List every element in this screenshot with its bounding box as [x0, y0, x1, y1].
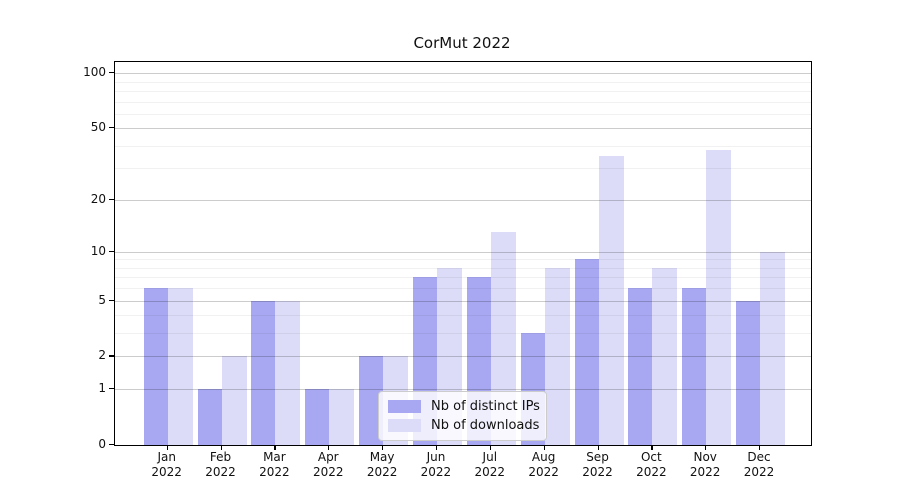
bar-downloads-jan	[167, 288, 193, 445]
x-tick-mark-aug	[543, 445, 545, 450]
y-tick-mark-50	[109, 127, 114, 129]
x-tick-label-dec: Dec 2022	[743, 450, 775, 479]
legend-item-downloads: Nb of downloads	[379, 418, 546, 433]
x-tick-mark-may	[382, 445, 384, 450]
x-tick-label-apr: Apr 2022	[312, 450, 344, 479]
bar-ips-apr	[305, 389, 330, 445]
x-tick-mark-feb	[220, 445, 222, 450]
bar-downloads-apr	[329, 389, 355, 445]
bar-downloads-nov	[706, 149, 732, 445]
x-tick-mark-oct	[651, 445, 653, 450]
x-tick-mark-mar	[274, 445, 276, 450]
plot-area	[114, 61, 812, 446]
y-tick-label-10: 10	[90, 243, 106, 258]
legend-swatch-distinct-ips	[388, 400, 421, 413]
bar-downloads-feb	[221, 356, 247, 445]
bar-ips-sep	[574, 259, 599, 445]
bar-downloads-mar	[275, 300, 301, 445]
bar-ips-mar	[251, 300, 276, 445]
x-tick-label-feb: Feb 2022	[205, 450, 236, 479]
x-tick-mark-apr	[328, 445, 330, 450]
x-tick-label-mar: Mar 2022	[259, 450, 290, 479]
y-tick-mark-1	[109, 388, 114, 390]
legend-label-distinct-ips: Nb of distinct IPs	[431, 399, 540, 414]
y-tick-label-100: 100	[83, 65, 106, 80]
x-tick-mark-sep	[597, 445, 599, 450]
x-tick-mark-jul	[489, 445, 491, 450]
bar-downloads-aug	[544, 267, 570, 445]
bar-ips-nov	[682, 288, 707, 445]
y-tick-mark-0	[109, 444, 114, 446]
bar-downloads-oct	[652, 267, 678, 445]
x-tick-label-jul: Jul 2022	[474, 450, 506, 479]
y-tick-label-20: 20	[90, 191, 106, 206]
y-tick-mark-10	[109, 250, 114, 252]
x-tick-mark-jun	[435, 445, 438, 450]
y-tick-mark-5	[109, 299, 114, 301]
x-tick-label-jan: Jan 2022	[151, 450, 182, 479]
y-tick-mark-2	[109, 355, 114, 357]
y-tick-label-50: 50	[90, 120, 106, 135]
legend-item-distinct-ips: Nb of distinct IPs	[379, 399, 546, 414]
x-tick-label-jun: Jun 2022	[420, 450, 452, 479]
y-tick-label-1: 1	[98, 381, 106, 396]
y-tick-label-2: 2	[98, 348, 106, 363]
x-tick-label-nov: Nov 2022	[689, 450, 721, 479]
legend-swatch-downloads	[388, 419, 421, 432]
bars-layer	[115, 62, 811, 445]
legend-label-downloads: Nb of downloads	[431, 418, 540, 433]
chart-title: CorMut 2022	[413, 34, 511, 52]
bar-ips-jan	[143, 288, 168, 445]
x-tick-label-may: May 2022	[366, 450, 398, 479]
bar-ips-dec	[736, 300, 761, 445]
y-tick-label-5: 5	[98, 292, 106, 307]
y-tick-mark-20	[109, 198, 114, 200]
bar-downloads-sep	[598, 156, 624, 445]
bar-ips-oct	[628, 288, 653, 445]
x-tick-mark-nov	[705, 445, 707, 450]
bar-downloads-dec	[760, 251, 786, 445]
x-tick-label-oct: Oct 2022	[636, 450, 667, 479]
legend: Nb of distinct IPs Nb of downloads	[378, 391, 547, 441]
bar-ips-feb	[197, 389, 222, 445]
x-tick-label-sep: Sep 2022	[582, 450, 613, 479]
y-tick-label-0: 0	[98, 437, 106, 451]
y-tick-mark-100	[109, 72, 114, 74]
x-tick-label-aug: Aug 2022	[528, 450, 559, 479]
x-tick-mark-jan	[166, 445, 168, 450]
x-tick-mark-dec	[759, 445, 761, 450]
